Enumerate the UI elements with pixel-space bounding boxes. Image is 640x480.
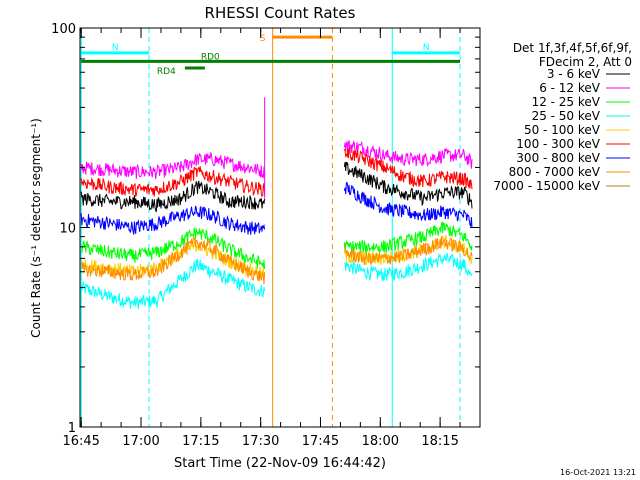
annotation-label-1: N (423, 43, 430, 53)
series-line-6-segment-0 (80, 205, 266, 235)
legend-label-7: 800 - 7000 keV (509, 165, 601, 179)
legend-header-1: FDecim 2, Att 0 (539, 55, 632, 69)
legend: Det 1f,3f,4f,5f,6f,9f,FDecim 2, Att 03 -… (493, 41, 632, 193)
legend-label-5: 100 - 300 keV (516, 137, 600, 151)
legend-label-6: 300 - 800 keV (516, 151, 600, 165)
footer-date: 16-Oct-2021 13:21 (560, 468, 636, 477)
annotation-label-2: S (260, 34, 266, 44)
series-line-1-segment-1 (343, 139, 473, 169)
legend-header-0: Det 1f,3f,4f,5f,6f,9f, (513, 41, 632, 55)
y-axis-label: Count Rate (s⁻¹ detector segment⁻¹) (29, 118, 43, 338)
series-line-3-segment-0 (80, 258, 266, 310)
y-tick-label-0: 1 (68, 421, 76, 436)
legend-label-3: 25 - 50 keV (532, 109, 601, 123)
x-tick-label-6: 18:15 (421, 434, 458, 449)
x-axis-ticks: 16:45 17:00 17:15 17:30 17:45 18:00 18:15 (62, 28, 481, 449)
legend-label-0: 3 - 6 keV (547, 67, 601, 81)
annotation-label-4: RD4 (157, 67, 176, 77)
x-tick-label-1: 17:00 (122, 434, 159, 449)
legend-label-8: 7000 - 15000 keV (493, 179, 600, 193)
series-line-5-segment-1 (343, 146, 473, 190)
series-lines (80, 97, 473, 310)
series-line-7-segment-0 (81, 235, 266, 285)
legend-label-1: 6 - 12 keV (539, 81, 601, 95)
x-tick-label-2: 17:15 (182, 434, 219, 449)
annotation-bars: N N S RD0 RD4 (81, 34, 461, 77)
y-tick-label-2: 100 (51, 22, 76, 37)
series-line-4-segment-1 (343, 234, 473, 266)
y-tick-label-1: 10 (59, 222, 76, 237)
annotation-label-0: N (112, 43, 119, 53)
series-line-7-segment-1 (343, 236, 473, 266)
series-line-0-segment-0 (80, 180, 266, 213)
series-line-1-segment-0 (80, 151, 266, 180)
series-line-0-segment-1 (343, 161, 473, 209)
series-line-6-segment-1 (343, 181, 473, 228)
legend-label-2: 12 - 25 keV (532, 95, 601, 109)
series-line-3-segment-1 (343, 253, 473, 282)
legend-label-4: 50 - 100 keV (524, 123, 601, 137)
annotation-label-3: RD0 (201, 52, 220, 62)
x-axis-label: Start Time (22-Nov-09 16:44:42) (174, 456, 386, 471)
y-axis-ticks: 1 10 100 (51, 22, 480, 436)
series-line-2-segment-0 (80, 227, 266, 270)
chart-title: RHESSI Count Rates (205, 4, 356, 22)
x-tick-label-0: 16:45 (62, 434, 99, 449)
vertical-markers (80, 28, 461, 427)
x-tick-label-3: 17:30 (242, 434, 279, 449)
series-line-5-segment-0 (80, 166, 266, 198)
series-line-4-segment-0 (81, 239, 266, 279)
x-tick-label-5: 18:00 (362, 434, 399, 449)
x-tick-label-4: 17:45 (302, 434, 339, 449)
